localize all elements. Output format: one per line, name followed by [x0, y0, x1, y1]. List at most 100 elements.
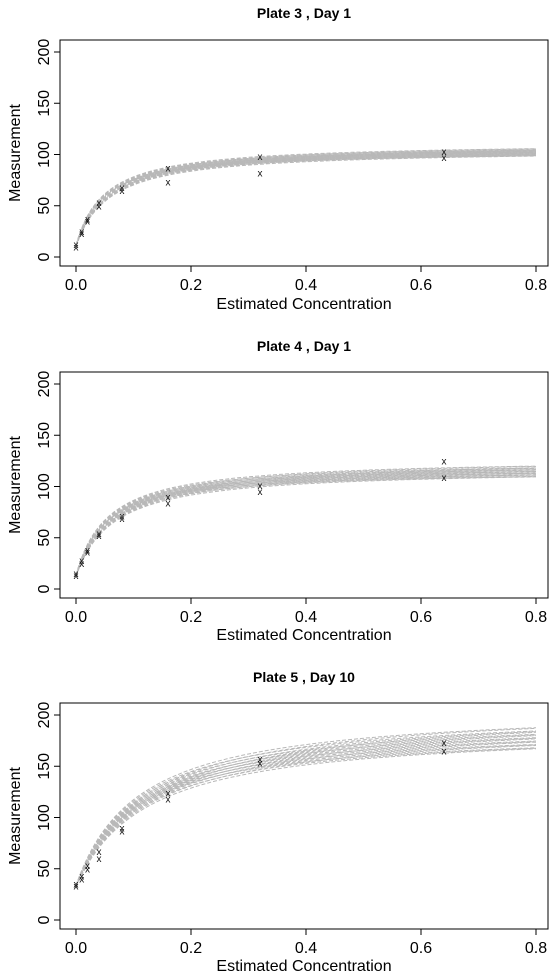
data-point: x [442, 738, 447, 749]
plot-frame [59, 39, 549, 267]
y-tick-label: 150 [36, 90, 53, 117]
fit-curve [75, 740, 537, 887]
x-tick-label: 0.2 [180, 940, 202, 957]
x-axis-label: Estimated Concentration [216, 296, 391, 313]
data-point: x [79, 559, 84, 570]
fit-curve [75, 474, 537, 577]
x-tick-label: 0.4 [295, 940, 317, 957]
x-tick-label: 0.2 [180, 277, 202, 294]
fit-curve [75, 469, 537, 576]
data-point: x [97, 529, 102, 540]
fit-curve [75, 469, 537, 576]
fit-curve [75, 471, 537, 576]
data-point: x [97, 201, 102, 212]
data-point: x [442, 473, 447, 484]
x-tick-label: 0.2 [180, 609, 202, 626]
data-point: x [85, 215, 90, 226]
x-tick-label: 0.6 [410, 609, 432, 626]
fit-curve [75, 148, 536, 245]
data-point: x [85, 864, 90, 875]
fit-curve [75, 734, 537, 886]
fit-curve [75, 149, 536, 246]
fit-curve [75, 154, 536, 247]
y-tick-label: 50 [36, 529, 53, 547]
fit-curve [75, 470, 537, 576]
data-point: x [74, 569, 79, 580]
data-point: x [85, 546, 90, 557]
fit-curve [75, 149, 537, 246]
data-point: x [85, 217, 90, 228]
y-tick-label: 100 [36, 141, 53, 168]
y-axis-label: Measurement [7, 104, 24, 202]
x-tick-label: 0.0 [65, 609, 87, 626]
y-axis-label: Measurement [7, 436, 24, 534]
data-point: x [258, 755, 263, 766]
fit-curve [75, 467, 537, 576]
fit-curve [75, 153, 536, 247]
fit-curve [75, 474, 536, 577]
fit-curve [75, 748, 537, 888]
x-tick-label: 0.4 [295, 609, 317, 626]
fit-curve [75, 148, 536, 245]
data-point: x [120, 826, 125, 837]
fit-curve [75, 735, 537, 886]
fit-curve [75, 747, 537, 888]
data-point: x [74, 242, 79, 253]
fit-curve [75, 151, 536, 246]
x-tick-label: 0.8 [525, 277, 547, 294]
fit-curve [75, 731, 537, 886]
data-point: x [258, 152, 263, 163]
fit-curve [75, 155, 537, 247]
y-tick-label: 0 [36, 584, 53, 593]
data-point: x [79, 875, 84, 886]
data-point: x [258, 168, 263, 179]
fit-curve [75, 471, 537, 576]
y-tick-label: 200 [36, 371, 53, 398]
data-point: x [74, 240, 79, 251]
chart-title: Plate 4 , Day 1 [257, 338, 351, 354]
data-point: x [74, 571, 79, 582]
data-point: x [442, 456, 447, 467]
fit-curve [75, 155, 537, 247]
data-point: x [166, 795, 171, 806]
fit-curve [75, 473, 536, 576]
fit-curve [75, 727, 537, 886]
y-tick-label: 200 [36, 39, 53, 66]
fit-curve [75, 149, 537, 246]
fit-curve [75, 743, 537, 888]
data-point: x [442, 746, 447, 757]
data-point: x [74, 880, 79, 891]
plot-frame [59, 371, 549, 599]
fit-curve [75, 730, 537, 886]
y-tick-label: 50 [36, 860, 53, 878]
plot-frame [59, 702, 549, 930]
data-point: x [120, 186, 125, 197]
x-tick-label: 0.6 [410, 277, 432, 294]
fit-curve [75, 741, 537, 887]
fit-curve [75, 727, 537, 886]
data-point: x [258, 487, 263, 498]
fit-curve [75, 747, 537, 888]
fit-curve [75, 150, 536, 246]
y-tick-label: 100 [36, 804, 53, 831]
fit-curve [75, 151, 536, 246]
data-point: x [79, 229, 84, 240]
y-tick-label: 0 [36, 915, 53, 924]
fit-curve [75, 150, 537, 246]
data-point: x [85, 861, 90, 872]
x-tick-label: 0.0 [65, 277, 87, 294]
data-point: x [166, 163, 171, 174]
x-tick-label: 0.4 [295, 277, 317, 294]
fit-curve [75, 151, 537, 246]
data-point: x [166, 178, 171, 189]
y-tick-label: 150 [36, 753, 53, 780]
fit-curve [75, 153, 536, 247]
fit-curve [75, 745, 537, 887]
data-point: x [442, 153, 447, 164]
data-point: x [97, 847, 102, 858]
fit-curve [75, 474, 537, 577]
data-point: x [442, 147, 447, 158]
